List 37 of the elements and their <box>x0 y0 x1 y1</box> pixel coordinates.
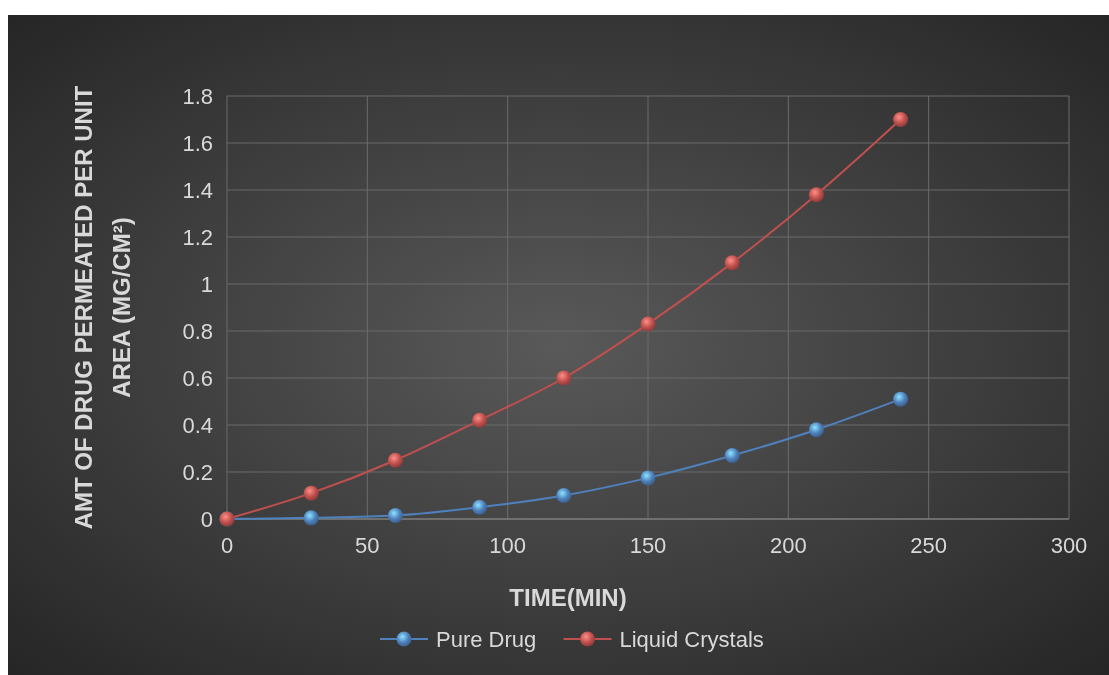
y-tick-label: 0.8 <box>182 318 213 344</box>
x-tick-label: 0 <box>220 533 234 558</box>
point <box>472 499 488 515</box>
legend-label: Pure Drug <box>436 626 537 652</box>
point <box>808 422 824 438</box>
point <box>556 370 572 386</box>
y-tick-label: 1.8 <box>182 83 213 109</box>
point <box>724 448 740 464</box>
point <box>556 488 572 503</box>
x-tick-label: 300 <box>1050 533 1088 558</box>
point <box>893 112 909 127</box>
legend-label: Liquid Crystals <box>619 626 764 652</box>
x-tick-label: 200 <box>769 533 807 558</box>
y-tick-label: 1.2 <box>182 224 213 250</box>
x-tick-label: 100 <box>489 533 527 558</box>
x-axis-title: TIME(MIN) <box>509 584 627 611</box>
point <box>808 187 824 203</box>
y-tick-label: 1.6 <box>182 130 213 156</box>
point <box>303 485 319 501</box>
point <box>387 507 403 523</box>
y-tick-label: 0 <box>200 506 213 532</box>
x-tick-label: 250 <box>910 533 948 558</box>
y-axis-title: AMT OF DRUG PERMEATED PER UNIT AREA (MG/CM²) <box>70 85 135 530</box>
x-tick-label: 150 <box>629 533 667 558</box>
point <box>724 255 740 271</box>
y-tick-label: 1.4 <box>182 177 213 203</box>
y-tick-label: 1 <box>200 271 213 297</box>
point <box>640 316 656 332</box>
point <box>472 412 488 428</box>
x-tick-label: 50 <box>355 533 380 558</box>
point <box>387 452 403 468</box>
point <box>640 470 656 486</box>
y-tick-label: 0.2 <box>182 459 213 485</box>
point <box>893 391 909 407</box>
point <box>303 510 319 526</box>
y-tick-label: 0.6 <box>182 365 213 391</box>
y-tick-label: 0.4 <box>182 412 213 438</box>
